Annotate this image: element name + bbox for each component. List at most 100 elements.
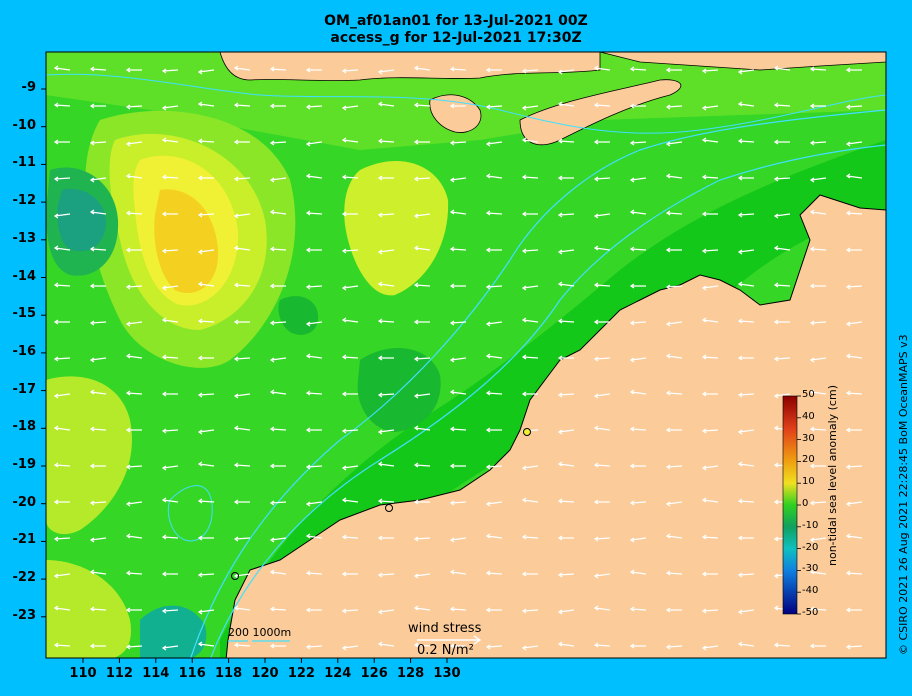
wind-arrow <box>161 645 179 651</box>
wind-arrow <box>125 644 143 650</box>
wind-arrow <box>305 173 323 179</box>
wind-arrow <box>485 210 503 216</box>
wind-arrow <box>305 321 323 327</box>
contour-200m <box>190 109 886 658</box>
wind-arrow <box>377 101 395 107</box>
lon-tick-label: 126 <box>360 666 388 681</box>
wind-arrow <box>53 573 71 579</box>
wind-arrow <box>593 356 611 362</box>
lat-tick-label: -22 <box>12 570 37 586</box>
wind-arrow <box>665 390 683 396</box>
wind-arrow <box>161 68 179 74</box>
wind-arrow <box>89 500 107 506</box>
wind-arrows <box>53 65 863 651</box>
wind-arrow <box>305 533 323 539</box>
wind-arrow <box>125 104 143 110</box>
colorbar-tick-label: 0 <box>802 498 809 509</box>
wind-arrow <box>197 609 215 615</box>
wind-arrow <box>377 609 395 615</box>
wind-arrow <box>53 499 70 505</box>
wind-arrow <box>557 461 575 467</box>
wind-arrow <box>521 248 539 254</box>
wind-arrow <box>341 571 358 577</box>
wind-arrow <box>593 605 611 611</box>
wind-arrow <box>305 464 323 470</box>
wind-arrow <box>557 212 575 218</box>
wind-arrow <box>521 211 538 217</box>
wind-arrow <box>737 249 755 255</box>
colorbar-tick-label: -50 <box>802 607 819 618</box>
wind-arrow <box>413 102 431 108</box>
wind-arrow <box>53 319 70 325</box>
wind-arrow <box>485 570 503 576</box>
wind-arrow <box>125 284 143 290</box>
wind-arrow <box>125 464 143 470</box>
wind-arrow <box>809 569 827 575</box>
wind-stress-unit: 0.2 N/m² <box>417 643 474 658</box>
wind-arrow <box>521 354 539 360</box>
wind-arrow <box>521 534 539 540</box>
wind-arrow <box>89 246 107 252</box>
wind-arrow <box>341 428 359 434</box>
wind-arrow <box>449 283 466 289</box>
wind-arrow <box>593 393 611 399</box>
wind-arrow <box>413 65 431 71</box>
wind-arrow <box>809 537 827 543</box>
wind-arrow <box>737 318 755 324</box>
lat-tick-label: -13 <box>12 230 37 246</box>
wind-arrow <box>665 644 683 650</box>
wind-arrow <box>449 500 467 506</box>
wind-arrow <box>701 497 719 503</box>
wind-arrow <box>485 464 503 470</box>
wind-arrow <box>89 66 107 72</box>
wind-arrow <box>809 177 827 183</box>
wind-arrow <box>737 138 755 144</box>
wind-arrow <box>89 320 107 326</box>
wind-arrow <box>377 429 395 435</box>
wind-arrow <box>197 101 215 107</box>
credit-text: © CSIRO 2021 26 Aug 2021 22:28:45 BoM Oc… <box>897 334 910 655</box>
wind-arrow <box>593 642 611 648</box>
wind-arrow <box>269 246 287 252</box>
wind-arrow <box>197 392 215 398</box>
wind-arrow <box>485 644 503 650</box>
wind-arrow <box>773 319 790 325</box>
wind-arrow <box>89 357 107 363</box>
wind-arrow <box>233 573 251 579</box>
wind-arrow <box>233 213 251 219</box>
wind-arrow <box>233 425 251 431</box>
wind-arrow <box>485 173 503 179</box>
colorbar-title: non-tidal sea level anomaly (cm) <box>826 385 839 566</box>
lat-tick-label: -20 <box>12 494 37 510</box>
wind-arrow <box>629 177 647 183</box>
wind-arrow <box>521 174 539 180</box>
wind-arrow <box>341 137 359 143</box>
wind-arrow <box>809 320 827 326</box>
wind-arrow <box>377 392 395 398</box>
wind-arrow <box>449 246 467 252</box>
wind-arrow <box>89 606 107 612</box>
station-marker-1 <box>523 428 531 436</box>
wind-arrow <box>773 65 791 71</box>
wind-arrow <box>413 499 430 505</box>
wind-arrow <box>773 176 791 182</box>
contour-1000m <box>210 144 886 658</box>
lon-tick-label: 128 <box>397 666 425 681</box>
wind-arrow <box>593 462 611 468</box>
wind-arrow <box>413 573 431 579</box>
wind-arrow <box>845 210 863 216</box>
wind-arrow <box>773 282 791 288</box>
wind-arrow <box>269 569 287 575</box>
wind-arrow <box>845 501 863 507</box>
colorbar-tick-label: 20 <box>802 454 815 466</box>
wind-arrow <box>197 429 215 435</box>
wind-arrow <box>773 642 791 648</box>
wind-arrow <box>665 533 683 539</box>
wind-arrow <box>521 608 539 614</box>
wind-arrow <box>629 426 647 432</box>
wind-stress-arrowhead <box>473 635 482 645</box>
lon-tick-label: 110 <box>69 666 97 681</box>
wind-arrow <box>161 534 179 540</box>
wind-arrow <box>377 69 395 75</box>
wind-arrow <box>665 141 683 147</box>
